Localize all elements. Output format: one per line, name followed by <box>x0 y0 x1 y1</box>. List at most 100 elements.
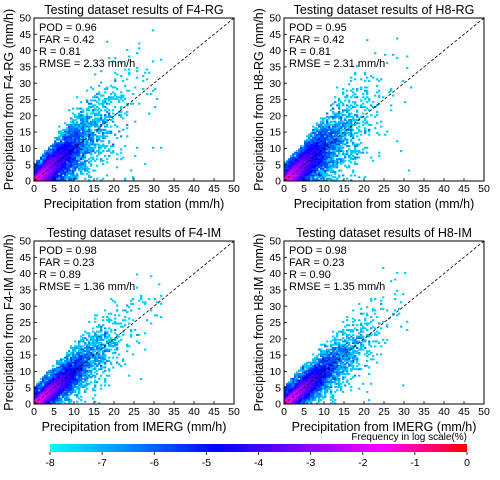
density-cell <box>116 342 119 345</box>
density-cell <box>118 353 121 356</box>
density-cell <box>320 368 323 371</box>
density-cell <box>306 361 309 364</box>
density-cell <box>310 369 313 372</box>
density-cell <box>354 101 357 104</box>
density-cell <box>68 376 71 379</box>
density-cell <box>62 148 65 151</box>
density-cell <box>44 164 47 167</box>
density-cell <box>318 373 321 376</box>
density-cell <box>78 389 81 392</box>
density-cell <box>328 363 331 366</box>
density-cell <box>314 151 317 154</box>
density-cell <box>342 179 345 182</box>
density-cell <box>104 335 107 338</box>
density-cell <box>302 395 305 398</box>
density-cell <box>98 128 101 131</box>
density-cell <box>62 400 65 403</box>
density-cell <box>42 164 45 167</box>
density-cell <box>100 114 103 117</box>
density-cell <box>38 166 41 169</box>
density-cell <box>82 143 85 146</box>
density-cell <box>308 164 311 167</box>
density-cell <box>334 353 337 356</box>
density-cell <box>104 146 107 149</box>
density-cell <box>312 163 315 166</box>
density-cell <box>90 359 93 362</box>
density-cell <box>350 368 353 371</box>
density-cell <box>324 395 327 398</box>
one-to-one-line <box>283 17 485 182</box>
density-cell <box>62 395 65 398</box>
density-cell <box>92 361 95 364</box>
density-cell <box>376 330 379 333</box>
density-cell <box>78 133 81 136</box>
density-cell <box>124 309 127 312</box>
density-cell <box>74 125 77 128</box>
density-cell <box>358 332 361 335</box>
density-cell <box>78 363 81 366</box>
x-axis-label: Precipitation from IMERG (mm/h) <box>292 420 477 434</box>
density-cell <box>86 119 89 122</box>
density-cell <box>332 343 335 346</box>
density-cell <box>58 179 61 182</box>
density-cell <box>322 125 325 128</box>
panel-title: Testing dataset results of H8-RG <box>294 3 475 17</box>
density-cell <box>324 138 327 141</box>
density-cell <box>376 315 379 318</box>
density-cell <box>290 156 293 159</box>
density-cell <box>98 120 101 123</box>
density-cell <box>48 169 51 172</box>
density-cell <box>300 386 303 389</box>
density-cell <box>88 146 91 149</box>
density-cell <box>98 127 101 130</box>
density-cell <box>366 120 369 123</box>
density-cell <box>322 119 325 122</box>
density-cell <box>290 377 293 380</box>
density-cell <box>294 387 297 390</box>
density-cell <box>52 177 55 180</box>
density-cell <box>100 117 103 120</box>
x-axis-label: Precipitation from station (mm/h) <box>294 197 475 211</box>
density-cell <box>80 345 83 348</box>
density-cell <box>350 112 353 115</box>
density-cell <box>60 394 63 397</box>
density-cell <box>342 332 345 335</box>
density-cell <box>324 133 327 136</box>
density-cell <box>334 151 337 154</box>
density-cell <box>94 169 97 172</box>
density-cell <box>342 92 345 95</box>
density-cell <box>290 386 293 389</box>
density-cell <box>74 374 77 377</box>
density-cell <box>56 379 59 382</box>
density-cell <box>296 167 299 170</box>
density-cell <box>66 363 69 366</box>
density-cell <box>350 151 353 154</box>
density-cell <box>312 158 315 161</box>
density-cell <box>98 135 101 138</box>
density-cell <box>340 382 343 385</box>
density-cell <box>324 164 327 167</box>
density-cell <box>48 371 51 374</box>
density-cell <box>56 376 59 379</box>
density-cell <box>406 320 409 323</box>
density-cell <box>346 151 349 154</box>
density-cell <box>376 91 379 94</box>
density-cell <box>376 114 379 117</box>
density-cell <box>370 104 373 107</box>
density-cell <box>340 386 343 389</box>
density-cell <box>104 136 107 139</box>
density-cell <box>366 324 369 327</box>
density-cell <box>78 167 81 170</box>
density-cell <box>98 97 101 100</box>
density-cell <box>326 366 329 369</box>
density-cell <box>354 106 357 108</box>
density-cell <box>118 101 121 104</box>
density-cell <box>328 376 331 379</box>
density-cell <box>48 373 51 376</box>
density-cell <box>44 167 47 170</box>
density-cell <box>314 381 317 384</box>
density-cell <box>84 156 87 159</box>
density-cell <box>308 172 311 175</box>
density-cell <box>74 138 77 141</box>
density-cell <box>342 140 345 143</box>
